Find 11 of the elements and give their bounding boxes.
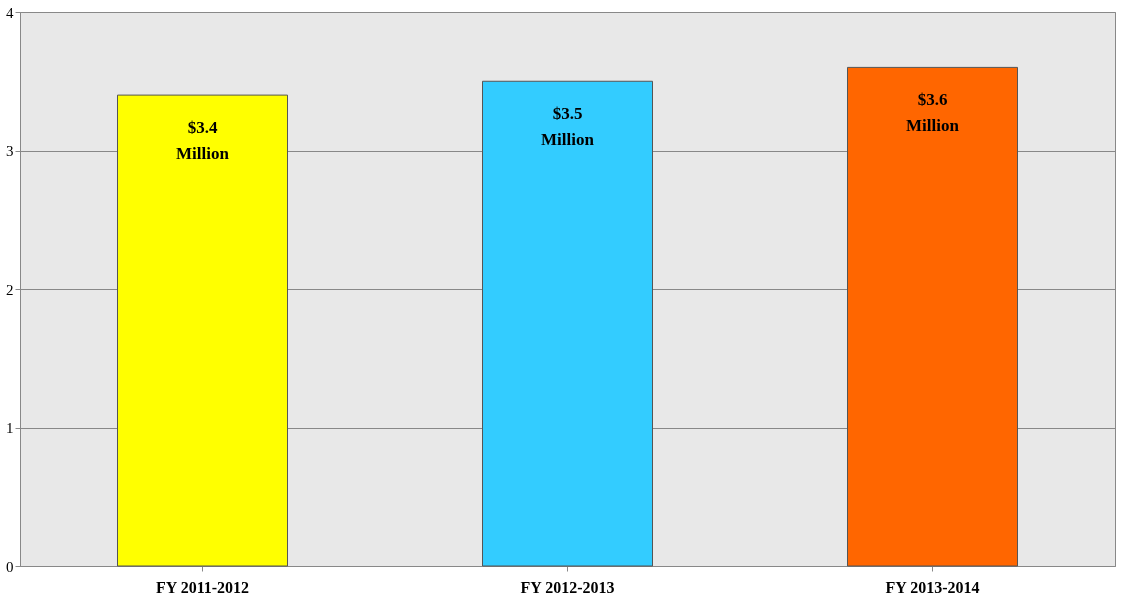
y-tick-label: 3 (6, 143, 14, 159)
x-tick-label: FY 2013-2014 (885, 578, 980, 596)
y-tick-label: 2 (6, 281, 14, 298)
data-label: $3.6 Million (906, 90, 960, 136)
y-tick-label: 0 (6, 558, 14, 575)
x-tick-label: FY 2011-2012 (155, 578, 250, 596)
y-tick-label: 4 (6, 4, 14, 21)
y-tick-label: 1 (6, 420, 14, 436)
x-tick-label: FY 2012-2013 (520, 578, 615, 596)
data-label: $3.5 Million (541, 104, 595, 150)
data-label: $3.4 Million (176, 118, 230, 164)
